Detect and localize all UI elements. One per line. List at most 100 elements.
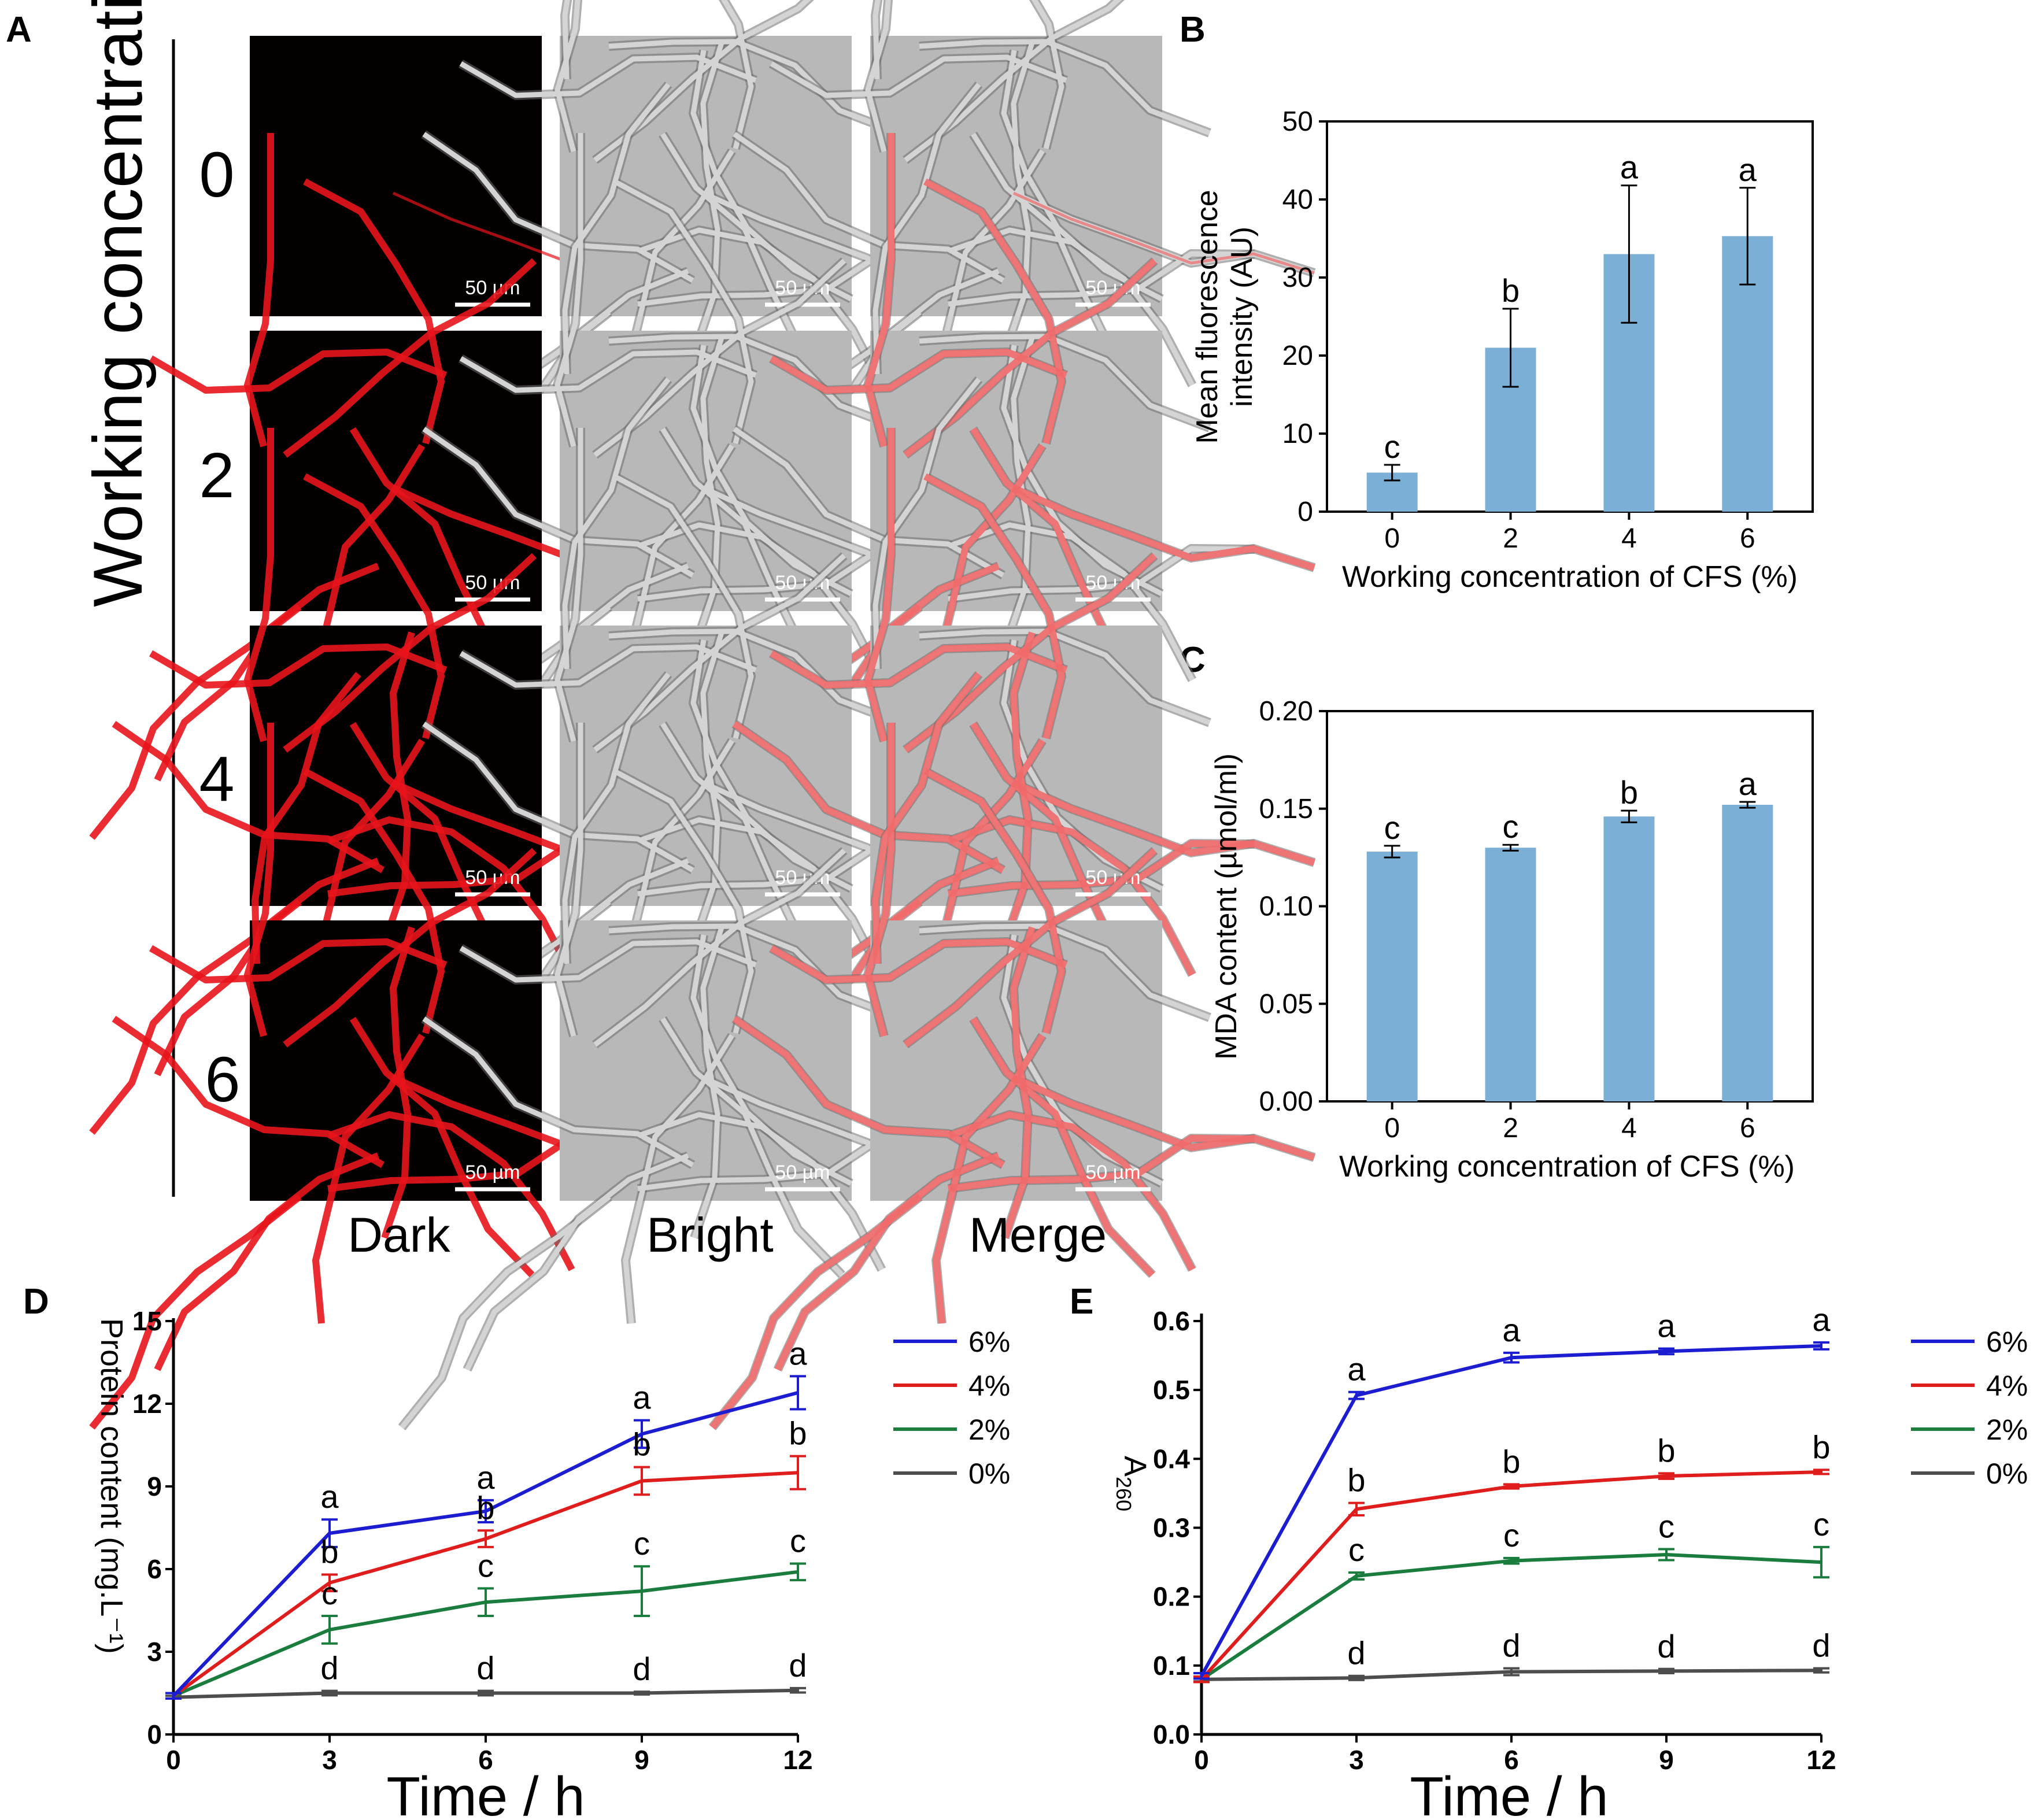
significance-letter: c	[478, 1547, 494, 1584]
hypha-core	[948, 546, 1255, 602]
hypha-core	[692, 631, 724, 944]
fluorescent-hypha	[769, 938, 1068, 983]
fluorescent-hypha	[112, 721, 385, 874]
significance-letter: c	[1503, 808, 1519, 845]
significance-letter: c	[1384, 809, 1400, 846]
significance-letter: d	[1502, 1627, 1520, 1664]
significance-letter: d	[1812, 1627, 1830, 1664]
legend-label-0%: 0%	[968, 1458, 1010, 1490]
row-axis-label: Working concentration of CFS (v:v %)	[79, 0, 157, 607]
x-axis-title: Working concentration of CFS (%)	[1342, 560, 1798, 594]
hypha-core	[692, 42, 724, 354]
x-axis-title: Working concentration of CFS (%)	[1339, 1150, 1795, 1183]
y-tick-label: 0.0	[1153, 1719, 1190, 1749]
x-axis-title: Time / h	[1410, 1766, 1608, 1820]
hypha-core	[733, 132, 1005, 283]
hypha-core	[692, 926, 724, 1239]
significance-letter: b	[1657, 1432, 1675, 1468]
hypha-core	[873, 0, 881, 80]
legend-label-2%: 2%	[968, 1414, 1010, 1446]
x-tick-label: 12	[783, 1745, 812, 1775]
significance-letter: a	[1620, 149, 1639, 186]
bar-0	[1366, 852, 1418, 1101]
legend-label-0%: 0%	[1986, 1458, 2028, 1490]
hypha-core	[873, 83, 981, 375]
significance-letter: c	[1348, 1532, 1365, 1568]
significance-letter: b	[633, 1426, 650, 1463]
fluorescent-hypha	[244, 723, 274, 1037]
significance-letter: a	[320, 1478, 339, 1515]
panel-label-e: E	[1070, 1282, 1093, 1322]
hypha-core	[690, 934, 853, 1186]
fluorescent-hypha	[923, 178, 1065, 445]
fluorescent-hypha	[948, 1111, 1196, 1271]
hypha-core	[608, 923, 900, 1020]
micrograph-bright-row-6: 50 µm	[398, 671, 1005, 1431]
legend: 6% 4% 2% 0%	[1911, 1326, 2028, 1490]
y-tick-label: 0.00	[1259, 1086, 1313, 1117]
fluorescent-hypha	[864, 428, 894, 742]
panel-a-microscopy: Working concentration of CFS (v:v %) 0 2…	[79, 0, 1316, 1431]
x-tick-label: 0	[1194, 1745, 1209, 1775]
hypha-core	[464, 1153, 689, 1371]
significance-letter: b	[1502, 1443, 1520, 1479]
fluorescent-hypha	[864, 133, 894, 447]
panel-label-a: A	[6, 10, 32, 50]
hypha-core	[721, 0, 754, 150]
significance-letter: d	[1347, 1635, 1365, 1671]
fluorescent-hypha	[872, 672, 982, 964]
y-tick-label: 50	[1282, 106, 1313, 137]
significance-letter: a	[789, 1335, 807, 1371]
y-tick-label: 0.5	[1153, 1375, 1190, 1405]
hypha-core	[919, 39, 1211, 136]
fluorescent-hypha	[1001, 926, 1036, 1239]
significance-letter: a	[1657, 1308, 1676, 1344]
chart-b-fluorescence: 0 10 20 30 40 50 c 0 b 2 a 4 a 6 Working concentratio…	[1191, 106, 1814, 594]
fluorescent-hypha	[864, 723, 894, 1037]
scale-bar-label: 50 µm	[1085, 1161, 1140, 1183]
significance-letter: a	[1739, 765, 1757, 802]
series-line-6%	[1200, 1344, 1822, 1677]
fluorescent-hypha	[381, 631, 415, 944]
y-tick-label: 6	[147, 1554, 162, 1584]
hypha-core	[562, 378, 671, 669]
plot-frame	[1326, 120, 1814, 513]
hypha-core	[459, 54, 757, 98]
hypha-core	[554, 428, 583, 742]
significance-letter: d	[476, 1650, 494, 1686]
x-tick-label: 4	[1621, 523, 1637, 554]
hypha-core	[919, 628, 1211, 726]
y-tick-label: 3	[147, 1637, 162, 1667]
hypha-core	[919, 334, 1211, 431]
y-tick-label: 0.05	[1259, 989, 1313, 1019]
fluorescent-hypha	[149, 643, 448, 689]
fluorescent-hypha	[923, 473, 1065, 739]
legend-label-6%: 6%	[968, 1326, 1010, 1358]
fluorescent-hypha	[349, 1016, 535, 1278]
micrograph-merge-row-6: 50 µm	[708, 671, 1316, 1431]
hypha-core	[613, 474, 754, 739]
hypha-core	[1001, 50, 1163, 302]
hypha-core	[400, 1194, 611, 1429]
hypha-core	[660, 1017, 844, 1277]
significance-letter: b	[476, 1489, 494, 1526]
hypha-core	[554, 0, 581, 153]
y-tick-label: 10	[1282, 419, 1313, 449]
column-label-merge: Merge	[969, 1208, 1107, 1262]
hypha-core	[873, 378, 981, 669]
significance-letter: b	[789, 1415, 807, 1452]
significance-letter: a	[1812, 1301, 1831, 1338]
y-tick-label: 12	[132, 1389, 162, 1419]
y-tick-label: 40	[1282, 184, 1313, 215]
hypha-core	[459, 644, 757, 688]
x-tick-label: 6	[1504, 1745, 1519, 1775]
significance-letter: b	[320, 1534, 338, 1570]
y-tick-label: 0.10	[1259, 891, 1313, 922]
fluorescent-hypha	[112, 1016, 385, 1168]
significance-letter: b	[1347, 1462, 1365, 1499]
hypha-core	[608, 628, 900, 726]
bar-2	[1485, 848, 1536, 1101]
hypha-core	[608, 39, 900, 136]
